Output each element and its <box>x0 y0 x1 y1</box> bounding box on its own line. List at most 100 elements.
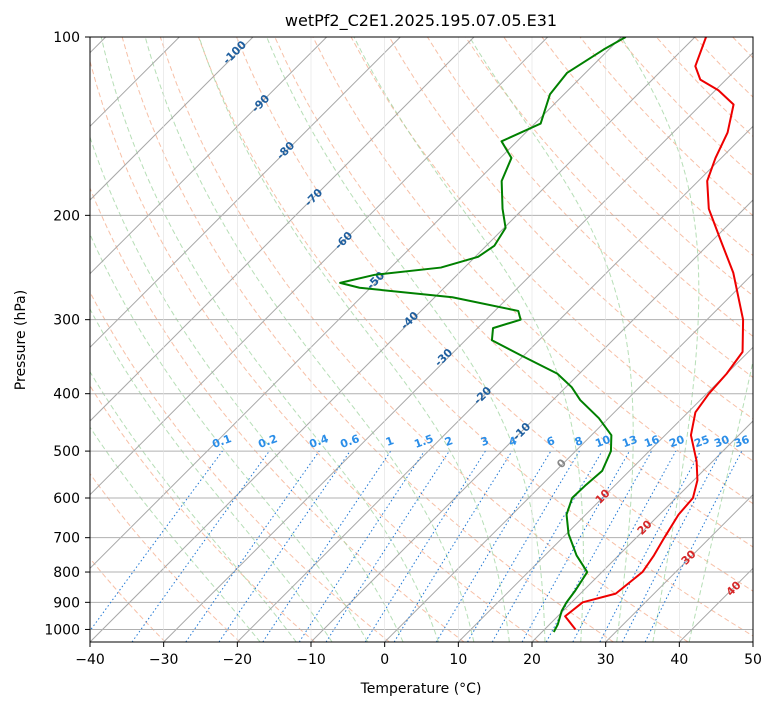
moist-adiabat <box>90 135 404 642</box>
dry-adiabat <box>121 37 614 642</box>
dry-adiabat <box>274 37 753 548</box>
isotherm <box>90 37 622 570</box>
mixing-ratio-label: 8 <box>573 434 585 449</box>
moist-adiabat <box>198 37 510 642</box>
y-axis-title: Pressure (hPa) <box>13 290 29 390</box>
isotherm <box>90 37 549 496</box>
plot-frame <box>89 36 754 643</box>
x-tick-label: 10 <box>449 652 467 668</box>
mixing-ratio-line <box>90 450 223 632</box>
moist-adiabat <box>90 308 333 642</box>
mixing-ratio-line <box>262 450 392 642</box>
mixing-ratio-label: 6 <box>545 434 557 449</box>
moist-adiabat <box>144 37 475 642</box>
mixing-ratio-line <box>572 450 677 642</box>
mixing-ratio-line <box>131 450 270 642</box>
mixing-ratio-label: 1.5 <box>412 432 435 451</box>
mixing-ratio-label: 1 <box>384 434 396 449</box>
y-tick-label: 400 <box>53 387 80 403</box>
moist-adiabat <box>353 37 584 642</box>
x-tick-label: 30 <box>597 652 615 668</box>
dry-adiabat <box>198 37 753 637</box>
dewpoint-profile-line <box>339 37 627 633</box>
plot-area-background <box>90 37 753 642</box>
x-tick-label: −30 <box>149 652 179 668</box>
mixing-ratio-label: 0.1 <box>210 432 233 451</box>
x-axis-title: Temperature (°C) <box>360 681 482 697</box>
x-tick-label: 20 <box>523 652 541 668</box>
moist-adiabat <box>266 37 546 642</box>
x-axis-ticks: −40 −30 −20 −10 0 10 20 30 40 50 <box>75 642 762 668</box>
mixing-ratio-label: 30 <box>712 433 731 451</box>
isotherm <box>310 199 753 642</box>
mixing-ratio-line <box>521 450 630 642</box>
temperature-profile-line <box>564 37 745 631</box>
y-tick-label: 900 <box>53 595 80 611</box>
mixing-ratio-label: 0.6 <box>338 432 361 451</box>
x-tick-label: 50 <box>744 652 762 668</box>
x-tick-label: 40 <box>670 652 688 668</box>
moist-adiabat <box>90 426 261 642</box>
y-tick-label: 100 <box>53 30 80 46</box>
mixing-ratio-label: 0.2 <box>256 432 279 451</box>
moist-adiabat <box>100 37 439 642</box>
isotherm <box>531 420 753 642</box>
isotherm <box>457 346 753 642</box>
mixing-ratio-label: 3 <box>479 434 491 449</box>
mixing-ratio-label: 0.4 <box>307 432 330 451</box>
moist-adiabat <box>620 37 700 642</box>
isotherm <box>90 37 696 642</box>
x-tick-label: −10 <box>296 652 326 668</box>
mixing-ratio-line <box>325 450 450 642</box>
y-tick-label: 300 <box>53 313 80 329</box>
mixing-ratio-label: 10 <box>593 433 612 451</box>
y-tick-label: 600 <box>53 491 80 507</box>
dry-adiabat <box>90 59 540 642</box>
mixing-ratio-label: 13 <box>620 433 639 450</box>
mixing-ratio-line <box>185 450 320 642</box>
isotherm <box>90 37 475 422</box>
y-tick-label: 1000 <box>44 622 80 638</box>
mixing-ratio-label: 36 <box>732 433 751 451</box>
isotherm <box>605 493 753 642</box>
sounding-profiles <box>339 37 745 633</box>
moist-adiabat <box>90 233 369 642</box>
mixing-ratio-label: 16 <box>642 433 661 451</box>
dry-adiabat <box>426 37 753 378</box>
dry-adiabat <box>159 37 689 642</box>
isotherm <box>90 37 401 349</box>
mixing-ratio-label: 4 <box>507 434 519 449</box>
dry-adiabat <box>90 384 316 642</box>
mixing-ratio-label: 20 <box>667 433 686 451</box>
mixing-ratio-label: 25 <box>692 433 711 450</box>
chart-title: wetPf2_C2E1.2025.195.07.05.E31 <box>285 11 557 31</box>
y-tick-label: 700 <box>53 531 80 547</box>
dry-adiabat <box>90 472 241 642</box>
x-tick-label: −20 <box>223 652 253 668</box>
mixing-ratio-line <box>393 450 513 642</box>
isotherm <box>236 125 753 642</box>
y-tick-label: 200 <box>53 208 80 224</box>
isotherm <box>90 37 254 201</box>
background-lines <box>90 37 753 642</box>
mixing-ratio-line <box>218 450 351 642</box>
isotherm <box>90 37 328 275</box>
moist-adiabat <box>688 358 753 642</box>
mixing-ratio-line <box>298 450 425 642</box>
y-axis-ticks: 100 200 300 400 500 600 700 800 900 1000 <box>44 30 90 638</box>
background-line-labels: -100-90-80-70-60-50-40-30-20-100.1 0.2 0.4… <box>210 38 751 599</box>
mixing-ratio-label: 2 <box>443 434 455 449</box>
dry-adiabat <box>90 557 166 642</box>
isotherm <box>384 272 753 642</box>
mixing-ratio-line <box>545 450 653 642</box>
y-tick-label: 800 <box>53 565 80 581</box>
x-tick-label: 0 <box>380 652 389 668</box>
dry-adiabat <box>236 37 753 592</box>
dry-adiabat <box>350 37 753 462</box>
isotherm <box>163 51 753 642</box>
dry-adiabat <box>90 186 465 642</box>
dry-adiabat <box>90 291 390 642</box>
y-tick-label: 500 <box>53 444 80 460</box>
mixing-ratio-line <box>644 450 743 642</box>
